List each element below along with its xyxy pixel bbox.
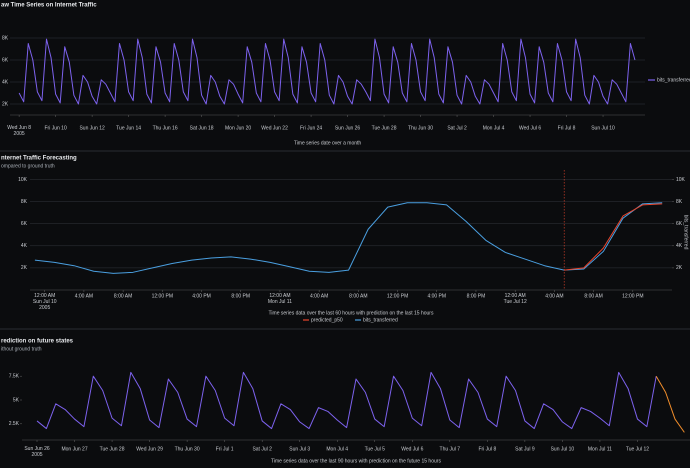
x-tick-label: Wed Jun 8 2005 (7, 125, 31, 137)
x-tick-label: 4:00 AM (310, 293, 328, 299)
x-tick-label: Sat Jun 18 (190, 125, 214, 131)
series-line (34, 202, 663, 274)
x-tick-label: 4:00 PM (192, 293, 211, 299)
x-tick-label: Mon Jul 4 (326, 446, 348, 452)
y2-tick-label: 2K (676, 265, 683, 271)
x-tick-label: Fri Jul 8 (558, 125, 576, 131)
y-tick-label: 5K (13, 397, 20, 403)
x-tick-label: Sun Jul 3 (289, 446, 310, 452)
x-tick-label: 4:00 AM (75, 293, 93, 299)
x-tick-label: Sun Jun 12 (79, 125, 105, 131)
x-tick-label: Sun Jun 26 (335, 125, 361, 131)
x-tick-label: Thu Jul 7 (440, 446, 461, 452)
x-tick-label: Fri Jul 8 (478, 446, 496, 452)
x-tick-label: Mon Jun 20 (225, 125, 251, 131)
x-tick-label: Wed Jul 6 (519, 125, 541, 131)
x-axis-title: Time series data over the last 90 hours … (271, 458, 441, 464)
x-tick-label: Tue Jun 14 (116, 125, 141, 131)
x-tick-label: Thu Jun 30 (175, 446, 200, 452)
x-tick-label: Thu Jun 16 (153, 125, 178, 131)
series-line (36, 371, 657, 430)
x-tick-label: 8:00 AM (584, 293, 602, 299)
legend-label: predicted_p50 (311, 317, 343, 323)
x-tick-label: Wed Jun 29 (136, 446, 163, 452)
y-tick-label: 6K (21, 221, 28, 227)
x-tick-label: 12:00 PM (622, 293, 643, 299)
y2-tick-label: 10K (676, 177, 686, 183)
x-tick-label: Tue Jun 28 (372, 125, 397, 131)
y2-tick-label: 8K (676, 199, 683, 205)
x-tick-label: Tue Jun 28 (100, 446, 125, 452)
y-tick-label: 10K (18, 177, 28, 183)
y-tick-label: 8K (2, 35, 9, 41)
x-tick-label: Sun Jul 10 (551, 446, 575, 452)
y-tick-label: 2.5K (9, 421, 20, 427)
y-tick-label: 6K (2, 57, 9, 63)
series-line (564, 203, 663, 271)
legend-label: bits_transferred (657, 77, 690, 83)
x-tick-label: 12:00 AM Sun Jul 10 2005 (33, 293, 57, 311)
x-axis-title: Time series data over the last 60 hours … (269, 310, 434, 316)
x-tick-label: 4:00 AM (545, 293, 563, 299)
series-line (18, 38, 636, 105)
y2-axis-label: bits_transferred (683, 215, 689, 250)
x-tick-label: Sat Jul 2 (447, 125, 467, 131)
y-tick-label: 2K (2, 101, 9, 107)
series-line (655, 375, 685, 433)
x-tick-label: Thu Jun 30 (408, 125, 433, 131)
x-tick-label: Tue Jul 5 (365, 446, 386, 452)
x-tick-label: Fri Jun 10 (45, 125, 67, 131)
y-tick-label: 8K (21, 199, 28, 205)
x-axis-title: Time series date over a month (294, 140, 362, 146)
y2-tick-label: 4K (676, 243, 683, 249)
x-tick-label: Sun Jul 10 (591, 125, 615, 131)
x-tick-label: 8:00 PM (467, 293, 486, 299)
panel-subtitle: ompared to ground truth (1, 163, 55, 169)
x-tick-label: Fri Jun 24 (300, 125, 322, 131)
y-tick-label: 7.5K (9, 374, 20, 380)
x-tick-label: Tue Jul 12 (626, 446, 649, 452)
x-tick-label: 12:00 AM Tue Jul 12 (504, 293, 527, 305)
y2-tick-label: 6K (676, 221, 683, 227)
x-tick-label: Wed Jul 6 (401, 446, 423, 452)
x-tick-label: 4:00 PM (427, 293, 446, 299)
y-tick-label: 2K (21, 265, 28, 271)
y-tick-label: 4K (21, 243, 28, 249)
x-tick-label: Sat Jul 2 (252, 446, 272, 452)
x-tick-label: Sat Jul 9 (515, 446, 535, 452)
y-tick-label: 4K (2, 79, 9, 85)
x-tick-label: Mon Jun 27 (61, 446, 87, 452)
x-tick-label: 12:00 AM Mon Jul 11 (268, 293, 292, 305)
x-tick-label: 8:00 AM (349, 293, 367, 299)
panel-title: nternet Traffic Forecasting (1, 156, 77, 162)
panel-subtitle: ithout ground truth (1, 346, 42, 352)
x-tick-label: 12:00 PM (387, 293, 408, 299)
x-tick-label: Fri Jul 1 (216, 446, 234, 452)
panel-title: aw Time Series on Internet Traffic (1, 3, 97, 9)
x-tick-label: 12:00 PM (152, 293, 173, 299)
x-tick-label: Sun Jun 26 2005 (24, 446, 50, 458)
x-tick-label: Wed Jun 22 (261, 125, 288, 131)
x-tick-label: Mon Jul 4 (483, 125, 505, 131)
x-tick-label: Mon Jul 11 (588, 446, 612, 452)
x-tick-label: 8:00 PM (231, 293, 250, 299)
x-tick-label: 8:00 AM (114, 293, 132, 299)
legend-label: bits_transferred (363, 317, 398, 323)
panel-title: rediction on future states (1, 339, 74, 345)
